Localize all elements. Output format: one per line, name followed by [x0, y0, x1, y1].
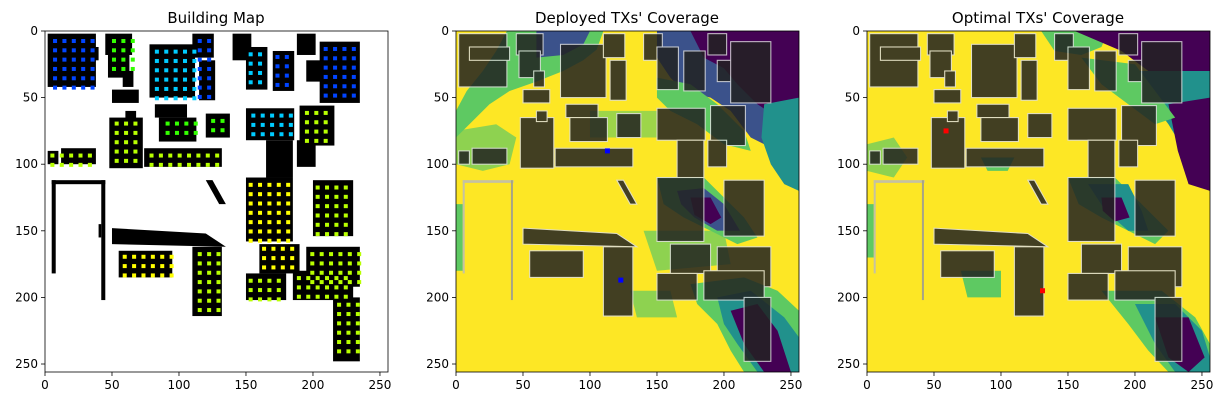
x-tick-label: 200: [302, 378, 325, 392]
x-tick-label: 150: [1057, 378, 1080, 392]
y-tick-label: 50: [23, 91, 38, 105]
y-tick-label: 150: [15, 224, 38, 238]
x-tick-label: 150: [235, 378, 258, 392]
y-tick-label: 150: [837, 224, 860, 238]
x-tick-label: 50: [926, 378, 941, 392]
x-tick-label: 200: [1124, 378, 1147, 392]
panel-deployed-coverage: Deployed TXs' Coverage: [426, 9, 802, 392]
y-tick-label: 100: [426, 157, 449, 171]
x-tick-label: 100: [579, 378, 602, 392]
y-tick-label: 200: [426, 290, 449, 304]
y-tick-label: 200: [15, 290, 38, 304]
y-tick-label: 0: [441, 24, 449, 38]
tx-marker: [618, 277, 624, 283]
x-tick-label: 200: [713, 378, 736, 392]
y-tick-label: 100: [15, 157, 38, 171]
x-tick-label: 100: [168, 378, 191, 392]
panel-building-map: Building Map 0 50 100 150 200 250050100150200…: [15, 9, 391, 392]
y-tick-label: 50: [434, 91, 449, 105]
y-tick-label: 200: [837, 290, 860, 304]
y-tick-label: 0: [852, 24, 860, 38]
tx-marker: [943, 128, 949, 134]
y-tick-label: 250: [426, 357, 449, 371]
y-tick-label: 0: [30, 24, 38, 38]
y-tick-label: 150: [426, 224, 449, 238]
panel-title: Optimal TXs' Coverage: [952, 9, 1124, 27]
x-tick-label: 0: [452, 378, 460, 392]
x-tick-label: 0: [863, 378, 871, 392]
x-tick-label: 150: [646, 378, 669, 392]
y-tick-label: 100: [837, 157, 860, 171]
x-tick-label: 50: [104, 378, 119, 392]
x-tick-label: 250: [1191, 378, 1214, 392]
tx-markers: [943, 128, 1046, 294]
x-tick-label: 100: [990, 378, 1013, 392]
tx-marker: [604, 148, 610, 154]
x-tick-label: 0: [41, 378, 49, 392]
y-tick-label: 250: [15, 357, 38, 371]
y-tick-label: 250: [837, 357, 860, 371]
x-tick-label: 50: [515, 378, 530, 392]
panel-title: Deployed TXs' Coverage: [535, 9, 719, 27]
tx-marker: [1040, 288, 1046, 294]
panel-optimal-coverage: Optimal TXs' Coverage: [837, 9, 1213, 392]
y-tick-label: 50: [845, 91, 860, 105]
x-tick-label: 250: [369, 378, 392, 392]
x-tick-label: 250: [780, 378, 803, 392]
panel-title: Building Map: [167, 9, 264, 27]
tx-markers: [604, 148, 624, 283]
